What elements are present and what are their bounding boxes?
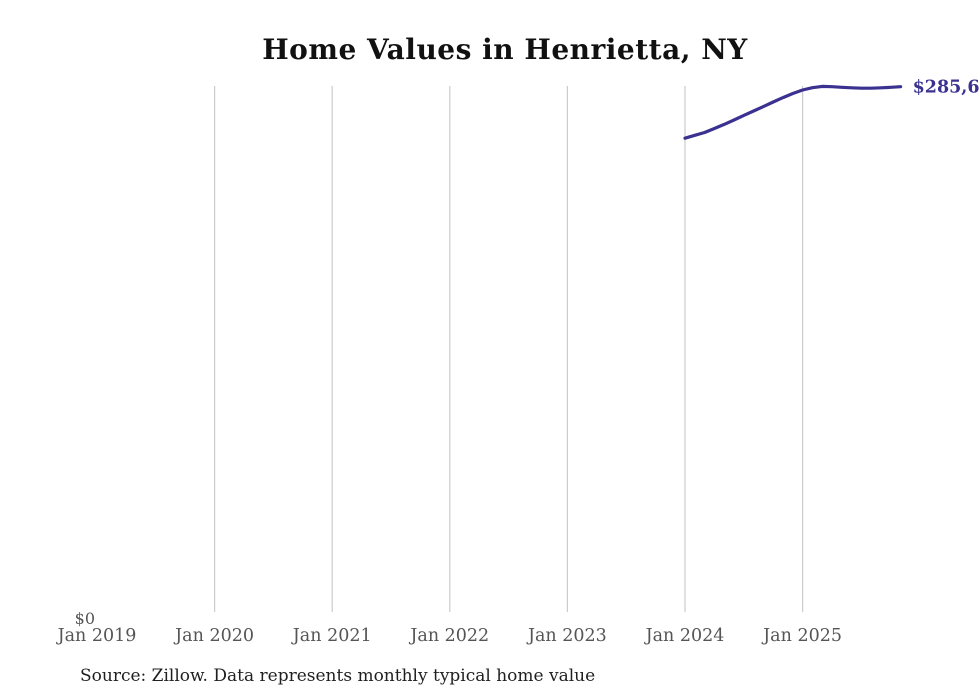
source-note: Source: Zillow. Data represents monthly …	[80, 666, 596, 686]
y-zero-label: $0	[75, 609, 95, 628]
x-tick-label: Jan 2023	[526, 626, 607, 646]
x-tick-label: Jan 2024	[644, 626, 725, 646]
x-tick-label: Jan 2025	[761, 626, 842, 646]
x-tick-label: Jan 2019	[56, 626, 137, 646]
chart-title: Home Values in Henrietta, NY	[262, 33, 748, 66]
x-tick-label: Jan 2022	[408, 626, 489, 646]
x-tick-label: Jan 2020	[173, 626, 254, 646]
x-tick-label: Jan 2021	[291, 626, 372, 646]
home-value-line	[683, 84, 903, 140]
end-value-label: $285,600	[913, 78, 980, 98]
